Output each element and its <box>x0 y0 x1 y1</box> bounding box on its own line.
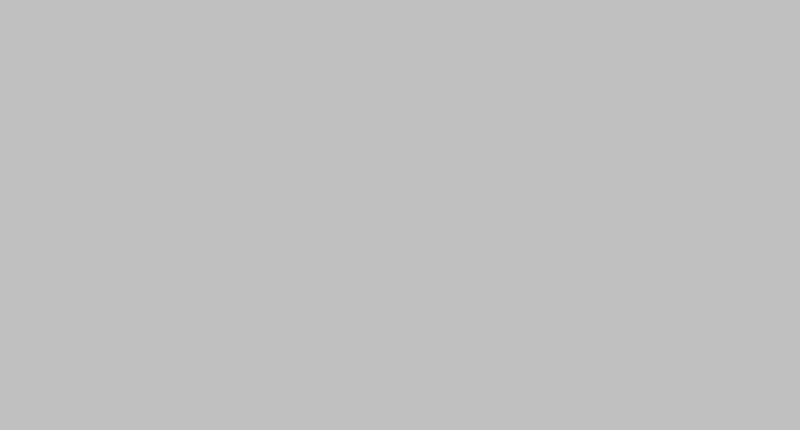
mrtg-signal-graph <box>0 0 800 430</box>
chart-canvas <box>0 0 800 430</box>
